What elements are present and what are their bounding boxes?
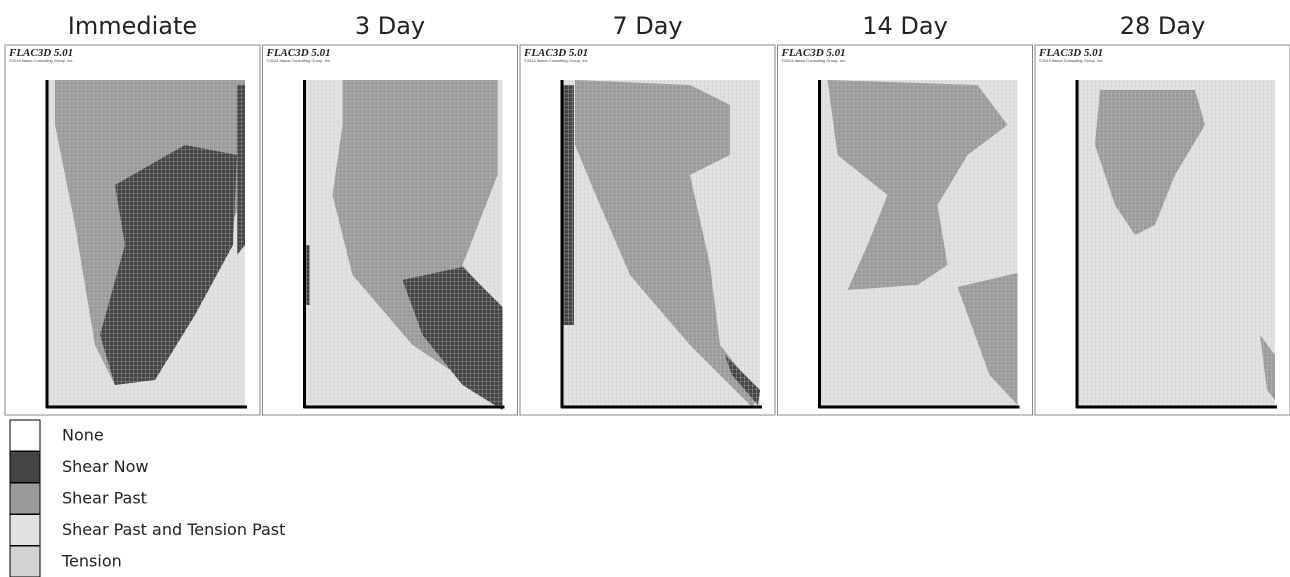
legend-swatch <box>10 452 40 483</box>
panel: FLAC3D 5.01©2014 Itasca Consulting Group… <box>1035 45 1290 415</box>
panel-title: 7 Day <box>612 12 682 40</box>
mesh-grid <box>1077 80 1275 407</box>
page: {"panels": [ {"title": "Immediate", "sof… <box>0 0 1290 577</box>
figure: Immediate FLAC3D 5.01©2014 Itasca Consult… <box>0 0 1290 577</box>
legend-swatch <box>10 546 40 577</box>
copyright: ©2014 Itasca Consulting Group, Inc. <box>782 58 847 63</box>
panel-title: 14 Day <box>862 12 948 40</box>
legend-label: Shear Past <box>62 489 147 508</box>
panel-title: Immediate <box>68 12 197 40</box>
legend-swatch <box>10 420 40 451</box>
mesh-grid <box>305 80 503 407</box>
panel: FLAC3D 5.01©2014 Itasca Consulting Group… <box>778 45 1033 415</box>
legend-label: None <box>62 426 104 445</box>
copyright: ©2014 Itasca Consulting Group, Inc. <box>1039 58 1104 63</box>
copyright: ©2014 Itasca Consulting Group, Inc. <box>524 58 589 63</box>
legend-swatch <box>10 483 40 514</box>
legend-label: Shear Now <box>62 457 148 476</box>
panel: FLAC3D 5.01©2014 Itasca Consulting Group… <box>263 45 518 415</box>
copyright: ©2014 Itasca Consulting Group, Inc. <box>9 58 74 63</box>
legend-label: Shear Past and Tension Past <box>62 520 285 539</box>
legend-swatch <box>10 515 40 546</box>
panel: FLAC3D 5.01©2014 Itasca Consulting Group… <box>5 45 260 415</box>
mesh-grid <box>562 80 760 407</box>
mesh-grid <box>47 80 245 407</box>
panel-title: 28 Day <box>1120 12 1206 40</box>
copyright: ©2014 Itasca Consulting Group, Inc. <box>267 58 332 63</box>
mesh-grid <box>820 80 1018 407</box>
panel: FLAC3D 5.01©2014 Itasca Consulting Group… <box>520 45 775 415</box>
legend-label: Tension <box>61 552 122 571</box>
panel-title: 3 Day <box>355 12 425 40</box>
